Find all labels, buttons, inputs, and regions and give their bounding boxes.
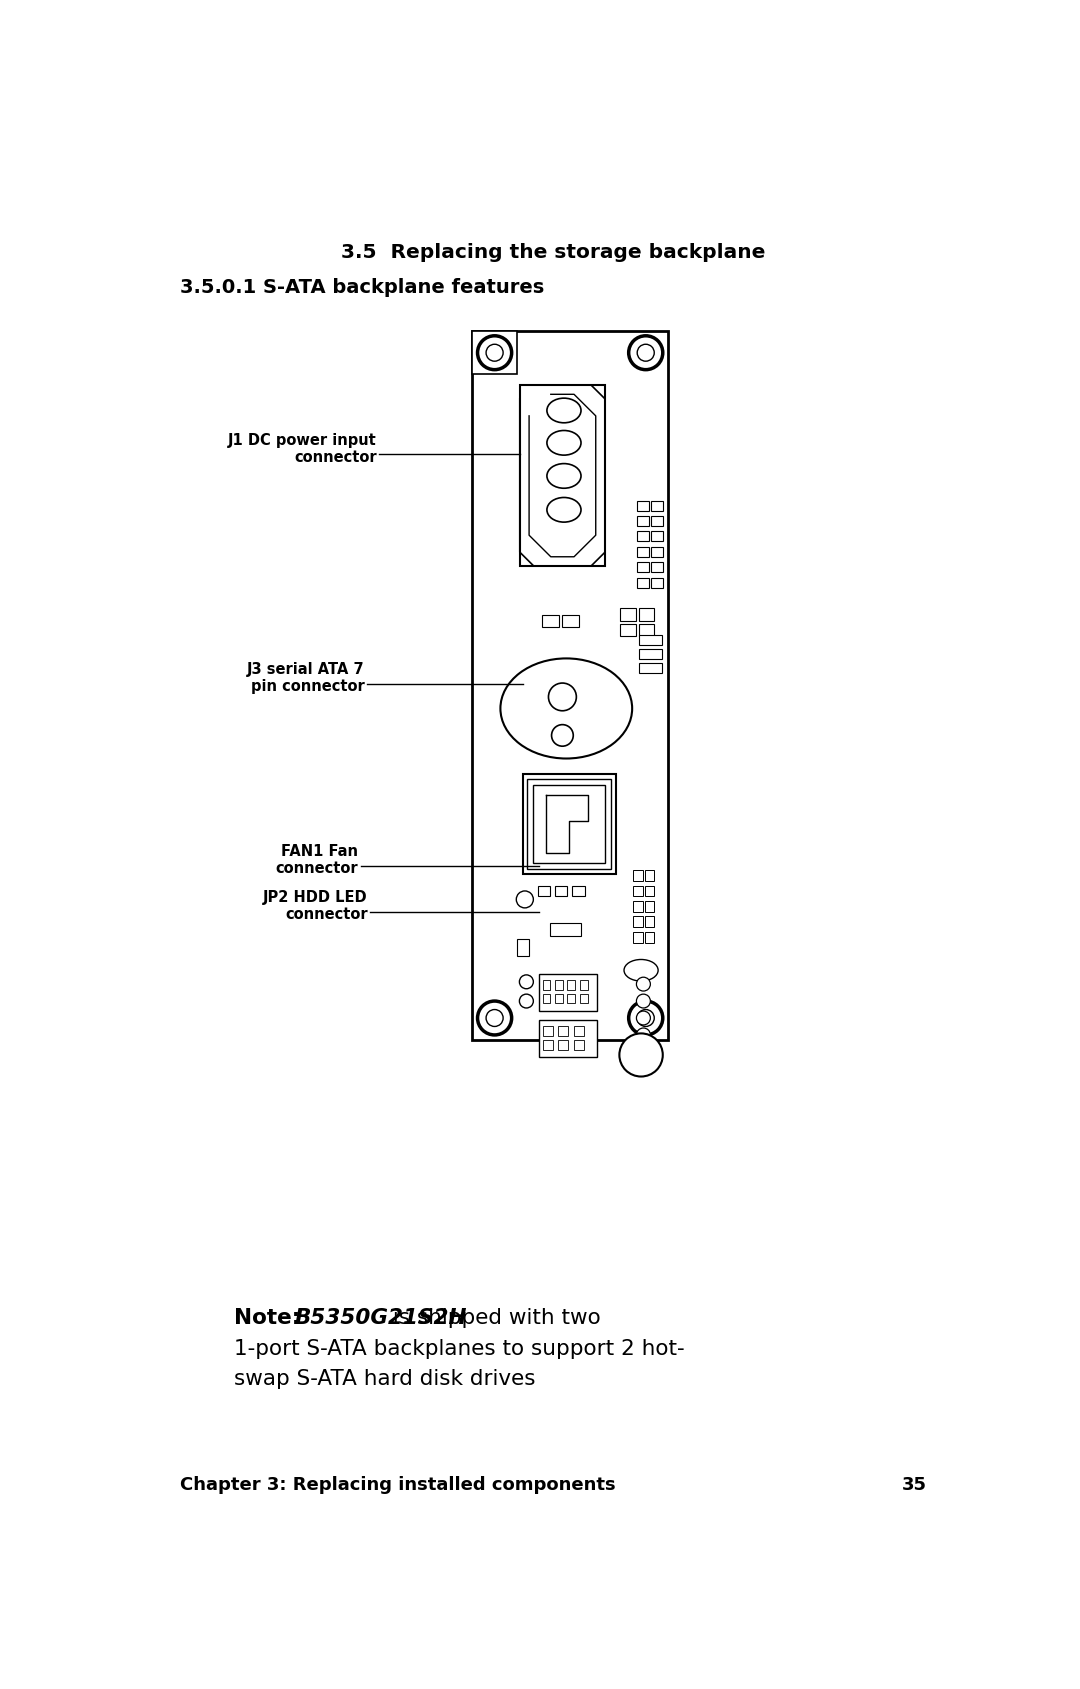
Text: 1-port S-ATA backplanes to support 2 hot-: 1-port S-ATA backplanes to support 2 hot… [234,1338,685,1358]
Bar [651,562,663,573]
Bar [542,995,551,1003]
Bar [523,775,616,875]
Text: is shipped with two: is shipped with two [387,1307,600,1328]
Bar [539,1020,597,1057]
Bar [637,502,649,512]
Bar [527,779,611,870]
Circle shape [629,1002,663,1035]
Bar [472,333,669,1040]
Bar [651,578,663,588]
Bar [538,887,551,897]
Bar [580,995,588,1003]
Bar [638,610,654,622]
Text: B5350G21S2H: B5350G21S2H [295,1307,468,1328]
Bar [651,547,663,557]
Text: pin connector: pin connector [251,679,364,694]
Bar [472,333,517,375]
Bar [638,637,662,645]
Text: JP2 HDD LED: JP2 HDD LED [262,890,367,905]
Bar [645,932,654,942]
Bar [637,578,649,588]
Text: FAN1 Fan: FAN1 Fan [281,843,359,858]
Bar [651,532,663,542]
Circle shape [477,336,512,370]
Bar [645,902,654,912]
Ellipse shape [546,498,581,524]
Text: 3.5.0.1 S-ATA backplane features: 3.5.0.1 S-ATA backplane features [180,279,544,297]
Text: connector: connector [275,860,359,875]
Bar [542,1040,553,1051]
Bar [620,625,636,637]
Circle shape [629,336,663,370]
Circle shape [519,995,534,1008]
Bar [555,887,567,897]
Circle shape [637,345,654,361]
Text: Chapter 3: Replacing installed components: Chapter 3: Replacing installed component… [180,1474,616,1493]
Ellipse shape [500,659,632,758]
Bar [558,1027,568,1035]
Bar [550,922,581,937]
Text: Note:: Note: [234,1307,300,1328]
Bar [645,870,654,882]
Bar [562,615,579,628]
Bar [633,902,643,912]
Bar [633,917,643,927]
Bar [633,932,643,942]
Bar [651,517,663,527]
Circle shape [516,892,534,909]
Bar [555,981,563,990]
Circle shape [637,1010,654,1027]
Ellipse shape [546,431,581,456]
Circle shape [636,1012,650,1025]
Bar [637,547,649,557]
Bar [519,385,605,568]
Bar [638,625,654,637]
Text: swap S-ATA hard disk drives: swap S-ATA hard disk drives [234,1368,536,1388]
Text: connector: connector [285,907,367,922]
Bar [651,502,663,512]
Circle shape [477,1002,512,1035]
Bar [567,995,576,1003]
Bar [580,981,588,990]
Ellipse shape [546,464,581,488]
Circle shape [619,1034,663,1078]
Bar [542,1027,553,1035]
Bar [573,1040,583,1051]
Text: 35: 35 [902,1474,927,1493]
Text: J1 DC power input: J1 DC power input [228,432,377,448]
Bar [645,917,654,927]
Bar [620,610,636,622]
Ellipse shape [624,959,658,981]
Circle shape [486,345,503,361]
Bar [555,995,563,1003]
Text: 3.5  Replacing the storage backplane: 3.5 Replacing the storage backplane [341,243,766,262]
Circle shape [519,975,534,990]
Circle shape [636,1029,650,1042]
Circle shape [549,684,577,711]
Text: J3 serial ATA 7: J3 serial ATA 7 [246,662,364,677]
Circle shape [552,725,573,747]
Bar [633,870,643,882]
Bar [637,517,649,527]
Bar [558,1040,568,1051]
Bar [542,981,551,990]
Bar [572,887,584,897]
Bar [637,532,649,542]
Bar [645,887,654,897]
Bar [517,939,529,958]
Bar [534,785,605,863]
Bar [638,650,662,660]
Bar [638,664,662,674]
Bar [573,1027,583,1035]
Text: connector: connector [294,449,377,464]
Ellipse shape [546,399,581,424]
Bar [567,981,576,990]
Bar [542,615,559,628]
Circle shape [486,1010,503,1027]
Bar [633,887,643,897]
Circle shape [636,995,650,1008]
Bar [539,975,597,1012]
Bar [637,562,649,573]
Circle shape [636,978,650,991]
